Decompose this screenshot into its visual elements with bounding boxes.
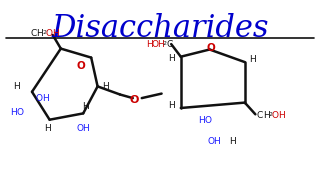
Text: H: H [278,111,284,120]
Text: H: H [82,102,89,111]
Text: H: H [263,111,269,120]
Text: H: H [169,54,175,63]
Text: H: H [229,137,236,146]
Text: H: H [198,116,205,125]
Text: H: H [13,82,20,91]
Text: 2: 2 [163,41,167,46]
Text: Disaccharides: Disaccharides [51,13,269,44]
Text: H: H [36,29,43,38]
Text: H: H [44,124,51,133]
Text: O: O [129,95,139,105]
Text: H: H [147,40,153,49]
Text: H: H [157,40,164,49]
Text: H: H [250,55,256,64]
Text: C: C [30,29,37,38]
Text: O: O [36,94,43,103]
Text: O: O [76,124,83,133]
Text: H: H [42,94,49,103]
Text: 2: 2 [269,112,273,117]
Text: O: O [207,43,216,53]
Text: O: O [152,40,159,49]
Text: C: C [257,111,263,120]
Text: 2: 2 [42,30,46,35]
Text: H: H [102,82,108,91]
Text: H: H [52,29,59,38]
Text: O: O [207,137,214,146]
Text: H: H [82,124,89,133]
Text: H: H [169,101,175,110]
Text: O: O [46,29,53,38]
Text: H: H [213,137,220,146]
Text: O: O [76,61,85,71]
Text: C: C [166,40,172,49]
Text: O: O [204,116,211,125]
Text: H: H [10,108,17,117]
Text: O: O [17,108,24,117]
Text: O: O [272,111,279,120]
